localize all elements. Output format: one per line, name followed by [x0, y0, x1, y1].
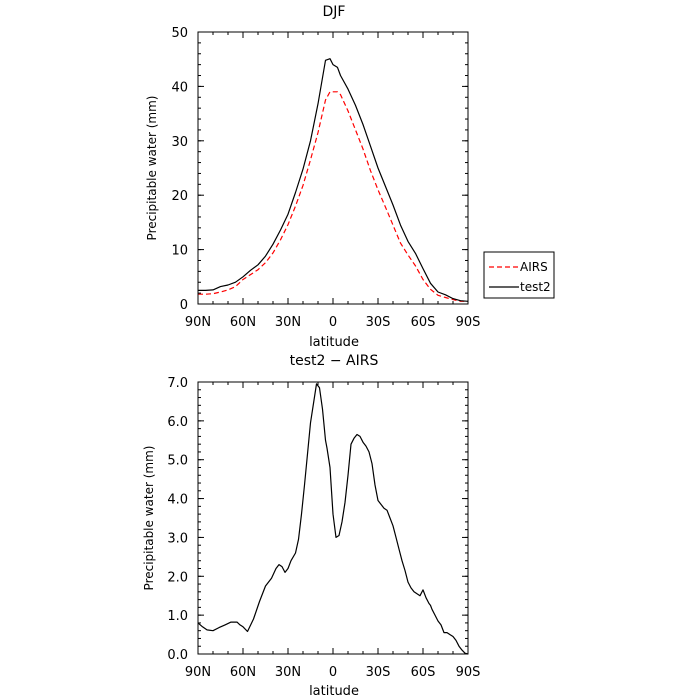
top-y-axis-label: Precipitable water (mm) [145, 96, 159, 241]
top-axis-ticks: 90N 60N 30N 0 30S 60S 90S 0 10 20 30 40 50 [171, 26, 480, 330]
top-x-tick-label: 90N [185, 315, 211, 330]
bottom-x-tick-label: 0 [329, 665, 337, 680]
top-x-tick-label: 0 [329, 315, 337, 330]
top-series-line-airs [198, 91, 468, 302]
bottom-y-tick-label: 1.0 [167, 609, 188, 624]
bottom-y-tick-label: 7.0 [167, 376, 188, 391]
top-series-line-test2 [198, 58, 469, 302]
top-y-tick-label: 50 [171, 26, 188, 41]
bottom-x-tick-label: 90N [185, 665, 211, 680]
top-plot-lines [198, 58, 469, 302]
bottom-plot-lines [197, 383, 469, 655]
bottom-x-tick-label: 90S [456, 665, 481, 680]
top-y-tick-label: 20 [171, 189, 188, 204]
bottom-y-tick-label: 6.0 [167, 415, 188, 430]
bottom-axis-ticks: 90N 60N 30N 0 30S 60S 90S 0.0 1.0 2.0 3.0 4.0 5.0 6.0… [167, 376, 480, 680]
bottom-panel: test2 − AIRS 90N 60N 30N 0 30S 60S 90S 0.0 1.0 2.… [142, 353, 480, 699]
bottom-x-tick-label: 30S [366, 665, 391, 680]
top-chart-title: DJF [323, 4, 346, 20]
top-y-tick-label: 10 [171, 244, 188, 259]
bottom-x-tick-label: 30N [275, 665, 301, 680]
bottom-chart-title: test2 − AIRS [290, 353, 379, 369]
top-y-tick-label: 40 [171, 80, 188, 95]
legend-box [483, 251, 555, 299]
legend-label-test2: test2 [520, 280, 551, 294]
bottom-series-line-diff [197, 383, 469, 655]
top-legend: AIRS test2 [483, 251, 555, 299]
top-x-tick-label: 60N [230, 315, 256, 330]
legend-label-airs: AIRS [520, 260, 548, 274]
top-x-axis-label: latitude [309, 335, 359, 350]
top-y-tick-label: 0 [180, 298, 188, 313]
bottom-x-tick-label: 60N [230, 665, 256, 680]
top-x-tick-label: 30N [275, 315, 301, 330]
bottom-y-tick-label: 2.0 [167, 570, 188, 585]
top-x-tick-label: 90S [456, 315, 481, 330]
top-y-tick-label: 30 [171, 135, 188, 150]
top-plot-frame [197, 31, 469, 305]
bottom-y-tick-label: 0.0 [167, 648, 188, 663]
bottom-y-tick-label: 3.0 [167, 531, 188, 546]
bottom-x-axis-label: latitude [309, 684, 359, 699]
top-panel: DJF 90N 60N 30N 0 30S 60S 90S 0 10 20 30 40 50 latit… [145, 4, 555, 350]
bottom-y-axis-label: Precipitable water (mm) [142, 446, 156, 591]
bottom-x-tick-label: 60S [411, 665, 436, 680]
bottom-y-tick-label: 5.0 [167, 454, 188, 469]
bottom-y-tick-label: 4.0 [167, 493, 188, 508]
top-x-tick-label: 60S [411, 315, 436, 330]
top-x-tick-label: 30S [366, 315, 391, 330]
